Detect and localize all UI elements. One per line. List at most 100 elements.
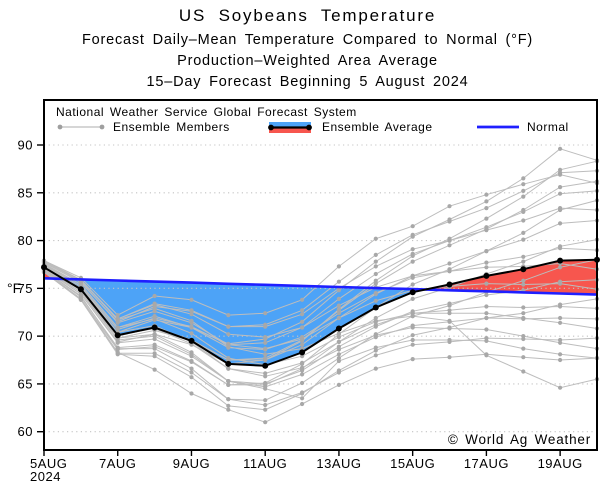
ensemble-member-point (373, 271, 378, 277)
ensemble-member-point (336, 382, 341, 387)
ensemble-member-line-17 (43, 263, 598, 366)
ensemble-member-point (226, 379, 231, 384)
ensemble-member-line-21 (43, 261, 598, 338)
ensemble-member-point (521, 237, 526, 242)
page-title: US Soybeans Temperature (178, 6, 437, 25)
ensemble-member-point (484, 249, 489, 254)
ensemble-member-point (484, 260, 489, 265)
ensemble-member-point (447, 219, 452, 224)
ensemble-average-point (77, 286, 84, 293)
x-tick-label-17AUG: 17AUG (464, 456, 509, 471)
ensemble-member-point (447, 269, 452, 274)
ensemble-member-point (336, 264, 341, 269)
legend-label-normal: Normal (527, 120, 569, 134)
ensemble-member-point (300, 401, 305, 407)
x-axis-year-label: 2024 (30, 469, 61, 484)
ensemble-member-point (152, 302, 157, 307)
ensemble-member-point (336, 352, 341, 357)
ensemble-member-point (373, 353, 378, 358)
ensemble-member-point (558, 206, 563, 211)
ensemble-member-point (115, 351, 120, 356)
ensemble-member-point (558, 172, 563, 177)
ensemble-average-point (262, 362, 269, 369)
ensemble-average-point (299, 349, 306, 356)
ensemble-member-point (152, 346, 157, 351)
ensemble-member-point (484, 228, 489, 233)
ensemble-member-point (521, 336, 526, 342)
ensemble-member-point (189, 318, 194, 323)
ensemble-member-point (373, 322, 378, 327)
ensemble-member-point (189, 297, 194, 302)
ensemble-member-point (263, 407, 268, 412)
ensemble-member-point (410, 251, 415, 256)
ensemble-member-point (152, 336, 157, 342)
ensemble-member-point (373, 259, 378, 264)
ensemble-member-point (484, 327, 489, 332)
ensemble-member-line-16 (43, 247, 598, 351)
ensemble-member-point (447, 303, 452, 308)
ensemble-member-point (373, 264, 378, 269)
ensemble-member-point (300, 342, 305, 347)
ensemble-member-point (521, 355, 526, 360)
ensemble-member-point (410, 259, 415, 264)
ensemble-member-point (521, 194, 526, 199)
ensemble-member-point (558, 340, 563, 345)
ensemble-member-point (484, 199, 489, 204)
ensemble-member-point (300, 336, 305, 342)
ensemble-average-point (372, 304, 379, 311)
ensemble-member-point (336, 296, 341, 301)
copyright-watermark: © World Ag Weather (448, 432, 591, 447)
ensemble-member-point (115, 313, 120, 318)
ensemble-member-point (263, 420, 268, 425)
ensemble-member-point (484, 353, 489, 358)
y-tick-label-85: 85 (18, 185, 33, 200)
legend-label-ensemble-average: Ensemble Average (322, 120, 433, 134)
ensemble-member-point (226, 366, 231, 371)
x-tick-label-15AUG: 15AUG (390, 456, 435, 471)
ensemble-member-point (410, 311, 415, 316)
ensemble-member-point (521, 218, 526, 223)
ensemble-member-point (336, 347, 341, 352)
ensemble-member-point (558, 320, 563, 325)
ensemble-member-point (189, 350, 194, 355)
x-tick-label-13AUG: 13AUG (316, 456, 361, 471)
ensemble-member-point (300, 308, 305, 313)
ensemble-average-point (188, 337, 195, 344)
ensemble-member-line-9 (43, 266, 598, 388)
ensemble-member-point (558, 281, 563, 286)
ensemble-member-point (447, 261, 452, 266)
ensemble-member-point (226, 382, 231, 387)
x-tick-label-11AUG: 11AUG (243, 456, 287, 471)
ensemble-member-point (336, 370, 341, 375)
ensemble-average-swatch-icon (268, 121, 312, 133)
ensemble-member-point (484, 265, 489, 270)
ensemble-member-point (373, 252, 378, 257)
ensemble-average-point (446, 281, 453, 288)
ensemble-member-point (263, 352, 268, 357)
ensemble-member-point (558, 385, 563, 390)
ensemble-member-line-4 (43, 239, 598, 386)
normal-line (43, 277, 598, 296)
ensemble-member-line-15 (43, 264, 598, 377)
ensemble-member-point (152, 293, 157, 299)
ensemble-average-line (43, 258, 598, 367)
ensemble-member-point (521, 188, 526, 193)
ensemble-member-point (484, 311, 489, 316)
ensemble-member-point (484, 315, 489, 321)
page-subtitle-3: 15–Day Forecast Beginning 5 August 2024 (146, 74, 469, 90)
ensemble-member-point (484, 225, 489, 230)
ensemble-member-point (410, 357, 415, 362)
ensemble-member-point (336, 311, 341, 316)
ensemble-member-point (300, 390, 305, 395)
ensemble-member-point (447, 204, 452, 209)
ensemble-member-point (521, 278, 526, 283)
ensemble-member-point (263, 402, 268, 408)
ensemble-member-point (152, 332, 157, 337)
ensemble-member-point (152, 367, 157, 372)
x-tick-label-9AUG: 9AUG (173, 456, 210, 471)
ensemble-member-point (447, 243, 452, 248)
ensemble-member-point (410, 296, 415, 301)
ensemble-average-point (520, 266, 527, 273)
ensemble-member-point (152, 316, 157, 321)
ensemble-member-point (263, 357, 268, 363)
